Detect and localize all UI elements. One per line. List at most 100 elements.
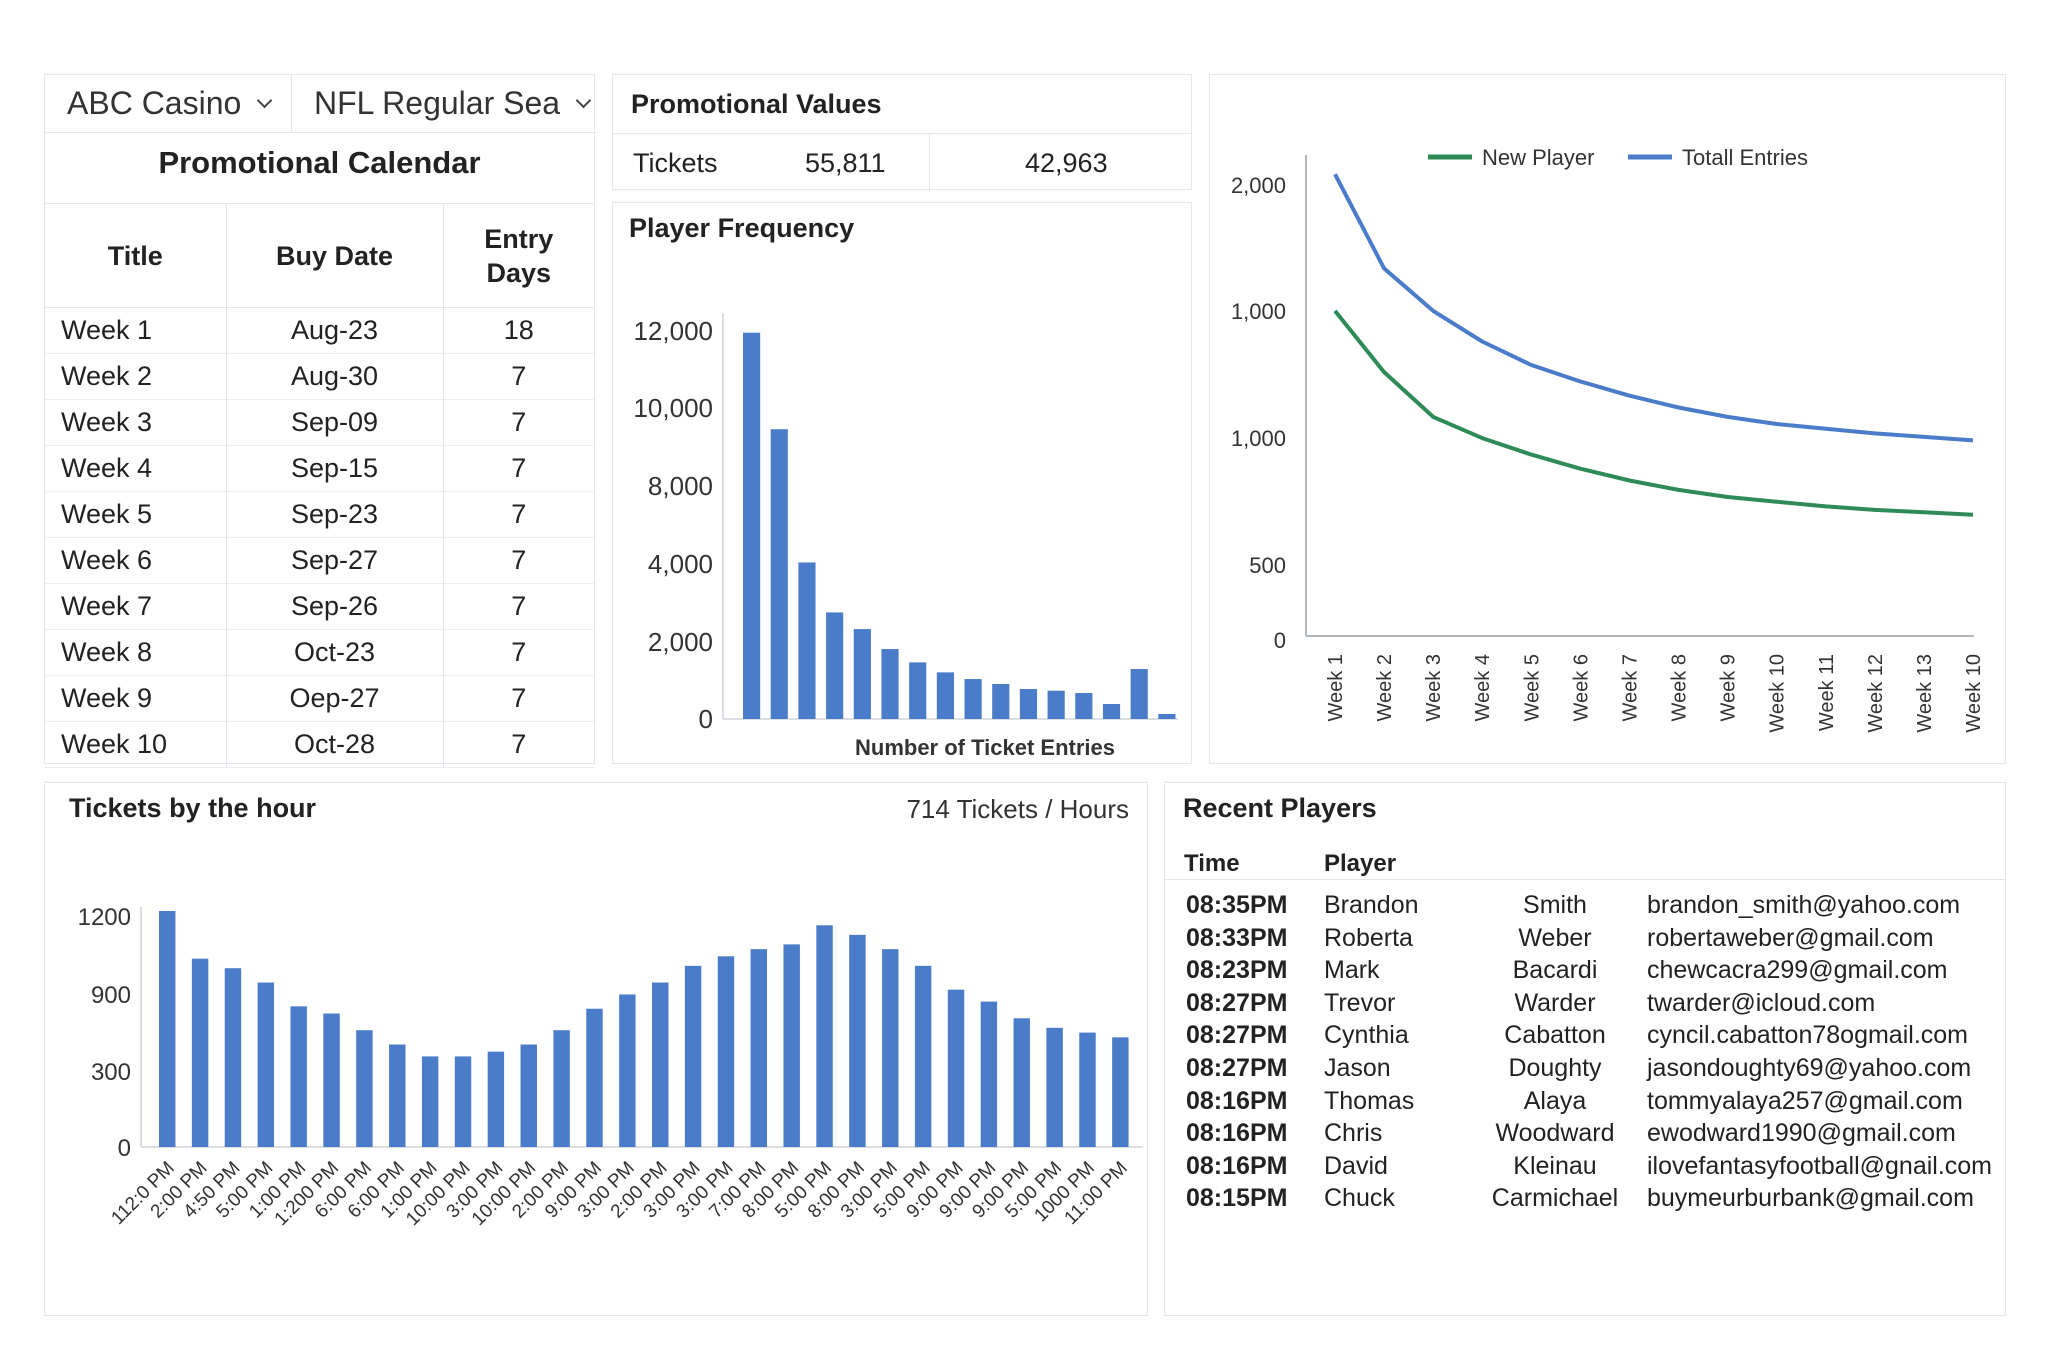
frequency-bar <box>826 612 844 719</box>
hour-bar <box>290 1006 307 1147</box>
player-email: jasondoughty69@yahoo.com <box>1647 1054 1972 1082</box>
calendar-cell-title: Week 8 <box>45 629 226 676</box>
list-item[interactable]: 08:33PM Roberta Weber robertaweber@gmail.co… <box>1165 920 2005 962</box>
frequency-bar <box>1047 690 1065 719</box>
calendar-header-row: Title Buy Date Entry Days <box>45 203 594 308</box>
hour-bar <box>783 944 800 1147</box>
player-time: 08:35PM <box>1186 891 1288 919</box>
hour-bar <box>980 1001 998 1147</box>
chevron-down-icon <box>575 92 592 109</box>
calendar-cell-buy-date: Sep-27 <box>225 537 443 584</box>
y-tick-label: 2,000 <box>648 627 713 657</box>
venue-dropdown[interactable]: ABC Casino <box>45 75 292 133</box>
list-item[interactable]: 08:16PM Chris Woodward ewodward1990@gmail.c… <box>1165 1115 2005 1157</box>
calendar-cell-title: Week 2 <box>45 353 226 400</box>
hour-bar <box>257 982 275 1147</box>
player-frequency-title: Player Frequency <box>629 213 855 243</box>
venue-dropdown-label: ABC Casino <box>67 85 242 121</box>
frequency-bar <box>798 562 816 719</box>
tickets-by-hour-title: Tickets by the hour <box>69 793 317 823</box>
hour-bar <box>750 949 768 1147</box>
y-tick-label: 0 <box>118 1135 131 1162</box>
hour-bar <box>816 925 833 1147</box>
list-item[interactable]: 08:27PM Trevor Warder twarder@icloud.com <box>1165 985 2005 1027</box>
player-first-name: Chris <box>1324 1119 1383 1148</box>
x-tick-label: Week 11 <box>1816 654 1838 731</box>
player-last-name: Carmichael <box>1491 1184 1619 1213</box>
chevron-down-icon <box>257 92 273 109</box>
season-dropdown[interactable]: NFL Regular Sea <box>292 75 596 133</box>
calendar-cell-title: Week 6 <box>45 537 226 584</box>
frequency-bar <box>1075 693 1093 719</box>
promotional-values-title: Promotional Values <box>631 89 882 119</box>
y-tick-label: 0 <box>699 704 713 734</box>
calendar-cell-title: Week 7 <box>45 583 226 630</box>
series-line <box>1333 173 1974 443</box>
tickets-per-hour-summary: 714 Tickets / Hours <box>906 794 1129 824</box>
x-tick-label: Week 7 <box>1619 654 1641 721</box>
player-frequency-chart: 0 2,000 4,000 8,000 10,000 12,000 Number of Ti… <box>633 313 1178 760</box>
calendar-cell-title: Week 3 <box>45 399 226 446</box>
calendar-cell-buy-date: Oct-28 <box>225 721 443 768</box>
col-header-player: Player <box>1324 850 1397 877</box>
calendar-cell-title: Week 10 <box>45 721 226 768</box>
calendar-cell-entry-days: 7 <box>442 675 594 722</box>
hour-bar <box>520 1044 537 1147</box>
column-divider <box>929 134 930 192</box>
player-last-name: Bacardi <box>1512 956 1598 985</box>
frequency-bar <box>881 649 899 719</box>
hour-bar <box>224 968 242 1147</box>
promotional-values-panel: Promotional Values Tickets 55,811 42,963 <box>612 74 1192 192</box>
player-email: twarder@icloud.com <box>1647 988 1876 1017</box>
hour-bar <box>191 958 209 1147</box>
hour-bar <box>652 982 669 1147</box>
y-tick-label: 12,000 <box>633 316 713 346</box>
player-last-name: Doughty <box>1508 1054 1602 1082</box>
player-email: tommyalaya257@gmail.com <box>1647 1086 1963 1115</box>
list-item[interactable]: 08:16PM Thomas Alaya tommyalaya257@gmail.co… <box>1165 1083 2005 1125</box>
hour-bar <box>619 994 636 1147</box>
hour-bar <box>1079 1032 1096 1147</box>
y-tick-label: 4,000 <box>648 549 713 579</box>
player-email: brandon_smith@yahoo.com <box>1647 891 1961 919</box>
hour-bar <box>323 1013 340 1147</box>
calendar-cell-buy-date: Sep-09 <box>225 399 443 446</box>
x-tick-label: Week 6 <box>1570 654 1592 721</box>
x-tick-label: Week 5 <box>1521 654 1543 721</box>
calendar-row: Week 1 Aug-23 18 <box>45 307 594 354</box>
hour-bar <box>1013 1018 1030 1147</box>
season-dropdown-label: NFL Regular Sea <box>314 85 561 121</box>
hour-bar <box>454 1056 472 1147</box>
player-frequency-panel: Player Frequency 0 2,000 4,000 8,000 10,000 1… <box>612 202 1192 764</box>
player-first-name: Mark <box>1324 956 1380 985</box>
player-email: buymeurburbank@gmail.com <box>1647 1184 1974 1213</box>
entries-line-chart-panel: 0 500 1,000 1,000 2,000 Week 1 Week 2 Week 3 Wee… <box>1209 74 2006 764</box>
calendar-cell-buy-date: Sep-23 <box>225 491 443 538</box>
player-time: 08:15PM <box>1186 1184 1288 1213</box>
hour-bar <box>421 1056 439 1147</box>
player-last-name: Warder <box>1514 988 1596 1017</box>
calendar-cell-title: Week 4 <box>45 445 226 492</box>
list-item[interactable]: 08:15PM Chuck Carmichael buymeurburbank@gma… <box>1165 1180 2005 1222</box>
frequency-bar <box>992 684 1010 719</box>
calendar-title: Promotional Calendar <box>158 145 481 180</box>
frequency-bar <box>1102 704 1121 719</box>
list-item[interactable]: 08:23PM Mark Bacardi chewcacra299@gmail.com <box>1165 952 2005 994</box>
hour-bar <box>389 1044 406 1147</box>
list-item[interactable]: 08:27PM Jason Doughty jasondoughty69@yahoo.… <box>1165 1050 2005 1092</box>
frequency-bar <box>1130 669 1148 719</box>
y-tick-label: 2,000 <box>1231 173 1286 198</box>
list-item[interactable]: 08:27PM Cynthia Cabatton cyncil.cabatton78o… <box>1165 1017 2005 1059</box>
calendar-row: Week 5 Sep-23 7 <box>45 491 594 538</box>
list-item[interactable]: 08:16PM David Kleinau ilovefantasyfootball@… <box>1165 1148 2005 1190</box>
player-first-name: Trevor <box>1324 988 1396 1017</box>
y-tick-label: 10,000 <box>633 393 713 423</box>
list-item[interactable]: 08:35PM Brandon Smith brandon_smith@yahoo.c… <box>1165 887 2005 929</box>
entry-days-line1: Entry <box>484 223 554 254</box>
col-header-time: Time <box>1184 850 1240 877</box>
frequency-bar <box>964 679 982 719</box>
calendar-row: Week 3 Sep-09 7 <box>45 399 594 446</box>
player-time: 08:16PM <box>1186 1086 1288 1115</box>
y-tick-label: 500 <box>1249 553 1286 578</box>
